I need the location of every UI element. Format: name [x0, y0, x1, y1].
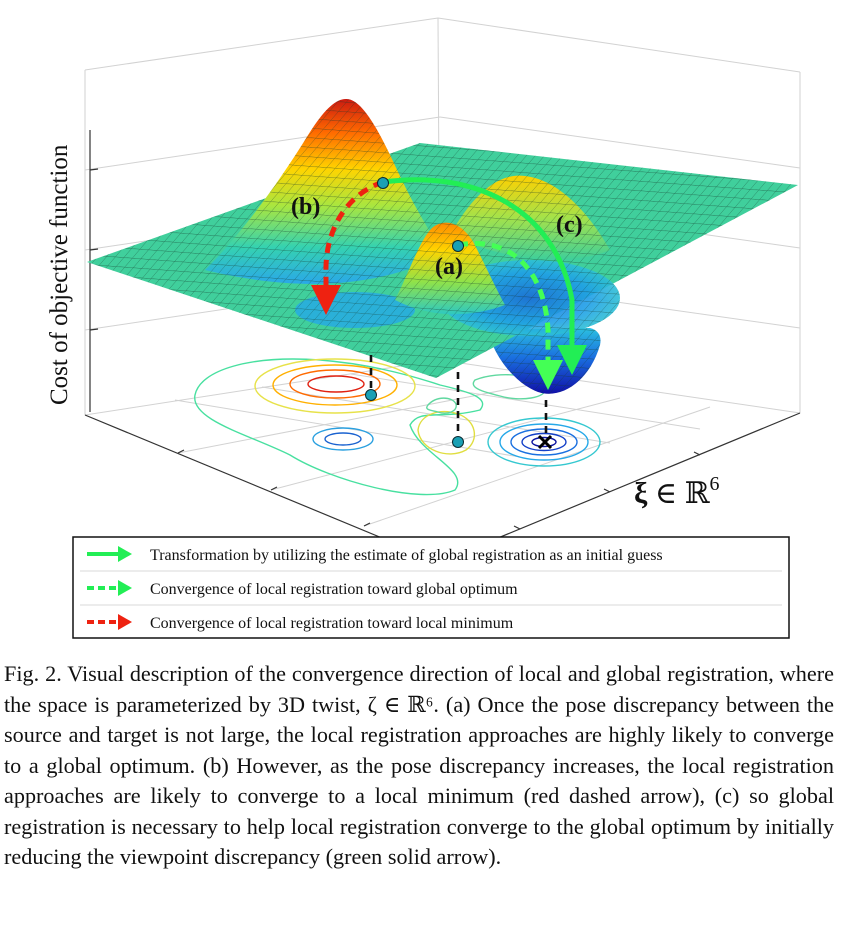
label-b: (b) — [291, 194, 320, 220]
floor-contours — [194, 358, 601, 496]
legend-text-2: Convergence of local registration toward… — [150, 581, 518, 598]
figure-caption: Fig. 2. Visual description of the conver… — [4, 659, 834, 873]
legend-item-dotted-red: Convergence of local registration toward… — [87, 614, 514, 632]
green-solid-arrow — [383, 177, 587, 375]
x-axis-label: ξ ∈ ℝ6 — [634, 473, 720, 510]
label-c: (c) — [556, 212, 583, 238]
x-axis-space: ∈ ℝ — [647, 477, 710, 510]
x-axis-symbol: ξ — [634, 477, 648, 510]
global-optimum-cross — [537, 434, 553, 450]
legend: Transformation by utilizing the estimate… — [72, 536, 790, 639]
green-dashed-arrow — [457, 241, 563, 390]
start-markers — [365, 177, 464, 448]
legend-item-solid-green: Transformation by utilizing the estimate… — [87, 546, 663, 564]
projection-lines — [369, 355, 548, 440]
caption-text: Fig. 2. Visual description of the conver… — [4, 661, 834, 869]
legend-text-3: Convergence of local registration toward… — [150, 615, 514, 632]
red-dashed-arrow — [311, 179, 384, 315]
legend-text-1: Transformation by utilizing the estimate… — [150, 547, 663, 564]
label-a: (a) — [435, 254, 463, 280]
surface-plot-figure: (b) (a) (c) Cost of objective function ξ… — [46, 17, 801, 639]
x-axis-exponent: 6 — [710, 473, 720, 495]
legend-item-dotted-green: Convergence of local registration toward… — [87, 580, 518, 598]
y-axis-label: Cost of objective function — [46, 144, 73, 405]
